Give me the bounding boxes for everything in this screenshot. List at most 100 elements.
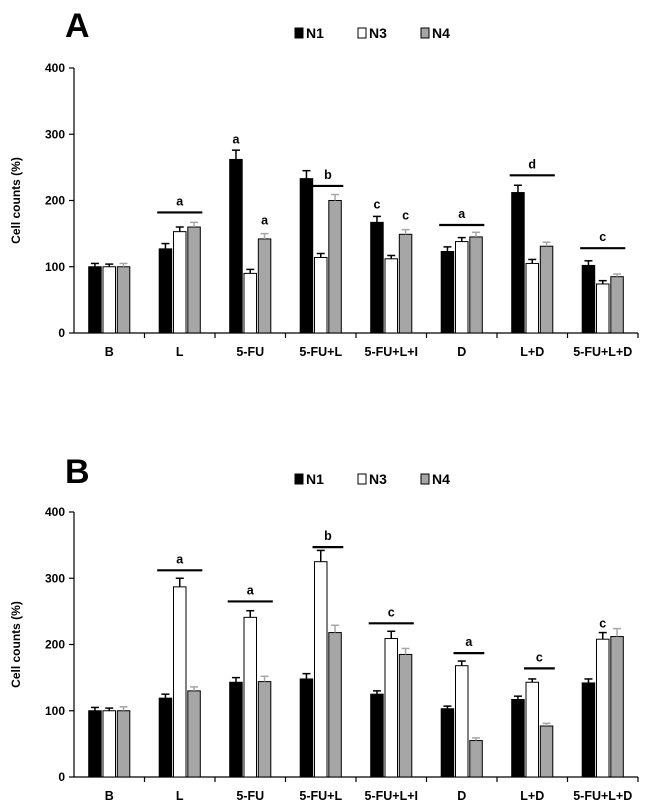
significance-label: b bbox=[324, 168, 332, 182]
legend-label-n3: N3 bbox=[369, 471, 387, 487]
legend-label-n3: N3 bbox=[369, 25, 387, 41]
bar-n3 bbox=[596, 638, 610, 778]
bar-n3 bbox=[314, 561, 328, 778]
bar-n4 bbox=[469, 236, 483, 334]
y-axis-label: Cell counts (%) bbox=[9, 157, 23, 244]
x-tick-label: 5-FU+L bbox=[299, 345, 342, 359]
bar-n1 bbox=[229, 158, 243, 334]
significance-label: a bbox=[261, 213, 269, 227]
x-tick-label: B bbox=[105, 789, 114, 803]
bar-n1 bbox=[158, 248, 173, 334]
bar-n3 bbox=[525, 262, 539, 334]
bar-n1 bbox=[299, 178, 314, 334]
bar-n1 bbox=[511, 192, 525, 334]
x-tick-label: L bbox=[176, 345, 184, 359]
bar-n3 bbox=[455, 241, 469, 334]
bar-n4 bbox=[539, 245, 554, 334]
x-tick-label: L bbox=[176, 789, 184, 803]
bar-n4 bbox=[328, 200, 342, 334]
x-tick-label: L+D bbox=[520, 345, 544, 359]
significance-label: c bbox=[536, 650, 543, 664]
x-tick-label: 5-FU+L+D bbox=[573, 789, 632, 803]
bar-n4 bbox=[116, 710, 131, 778]
significance-label: c bbox=[373, 197, 380, 211]
legend-label-n1: N1 bbox=[306, 471, 324, 487]
y-tick-label: 300 bbox=[45, 571, 65, 585]
y-tick-label: 0 bbox=[58, 326, 65, 340]
legend-swatch-n1 bbox=[294, 27, 304, 39]
significance-label: c bbox=[599, 230, 606, 244]
y-tick-label: 200 bbox=[45, 194, 65, 208]
legend-swatch-n3 bbox=[357, 473, 367, 485]
y-tick-label: 100 bbox=[45, 704, 65, 718]
bar-n1 bbox=[158, 697, 173, 778]
bar-n4 bbox=[610, 276, 624, 334]
bar-n4 bbox=[328, 632, 342, 778]
bar-n3 bbox=[173, 586, 187, 778]
significance-label: a bbox=[458, 207, 466, 221]
panel-a: A N1 N3 N4 Cell counts (%) 0 100 200 300 400 B L 5-F… bbox=[9, 7, 639, 359]
bar-n4 bbox=[257, 238, 272, 334]
significance-label: a bbox=[247, 583, 255, 597]
bar-n3 bbox=[102, 266, 116, 334]
significance-label: a bbox=[176, 552, 184, 566]
x-tick-label: 5-FU+L bbox=[299, 789, 342, 803]
bar-n3 bbox=[596, 283, 610, 334]
bar-n1 bbox=[299, 678, 314, 778]
panel-letter: B bbox=[65, 453, 90, 491]
bar-n1 bbox=[440, 251, 455, 334]
significance-label: a bbox=[232, 133, 240, 147]
legend-swatch-n1 bbox=[294, 473, 304, 485]
bar-n4 bbox=[469, 740, 483, 778]
x-tick-label: L+D bbox=[520, 789, 544, 803]
significance-label: d bbox=[528, 157, 536, 171]
x-tick-label: 5-FU+L+D bbox=[573, 345, 632, 359]
bar-n1 bbox=[88, 710, 102, 778]
x-tick-label: 5-FU+L+I bbox=[365, 789, 419, 803]
bar-n1 bbox=[581, 264, 596, 334]
bar-n4 bbox=[398, 233, 413, 334]
y-tick-label: 300 bbox=[45, 127, 65, 141]
x-tick-label: D bbox=[457, 789, 466, 803]
bar-n3 bbox=[243, 272, 257, 334]
bar-n3 bbox=[102, 710, 116, 778]
x-tick-label: 5-FU+L+I bbox=[365, 345, 419, 359]
significance-label: c bbox=[599, 616, 606, 630]
x-tick-label: B bbox=[105, 345, 114, 359]
bar-n3 bbox=[173, 231, 187, 334]
bar-n1 bbox=[370, 221, 384, 334]
x-tick-label: 5-FU bbox=[236, 789, 264, 803]
legend-label-n1: N1 bbox=[306, 25, 324, 41]
bar-n3 bbox=[243, 616, 257, 778]
y-tick-label: 400 bbox=[45, 61, 65, 75]
significance-label: c bbox=[388, 605, 395, 619]
significance-label: c bbox=[402, 209, 409, 223]
bar-n4 bbox=[539, 725, 554, 778]
y-axis-label: Cell counts (%) bbox=[9, 601, 23, 688]
panel-letter: A bbox=[65, 7, 90, 45]
bar-n1 bbox=[370, 693, 384, 778]
bar-n3 bbox=[455, 665, 469, 778]
significance-label: a bbox=[465, 635, 473, 649]
bar-n4 bbox=[187, 226, 201, 334]
legend-label-n4: N4 bbox=[432, 471, 450, 487]
y-tick-label: 200 bbox=[45, 638, 65, 652]
bar-n1 bbox=[229, 681, 243, 778]
bar-n1 bbox=[511, 698, 525, 778]
bar-n1 bbox=[581, 682, 596, 778]
legend-swatch-n3 bbox=[357, 27, 367, 39]
bar-n1 bbox=[88, 266, 102, 334]
significance-label: a bbox=[176, 194, 184, 208]
bar-n4 bbox=[187, 690, 201, 778]
legend-swatch-n4 bbox=[420, 27, 430, 39]
bar-n3 bbox=[525, 681, 539, 778]
bar-n3 bbox=[384, 638, 398, 778]
bar-n1 bbox=[440, 708, 455, 778]
bar-n3 bbox=[384, 258, 398, 334]
significance-label: b bbox=[324, 529, 332, 543]
y-tick-label: 0 bbox=[58, 770, 65, 784]
y-tick-label: 400 bbox=[45, 505, 65, 519]
legend-label-n4: N4 bbox=[432, 25, 450, 41]
